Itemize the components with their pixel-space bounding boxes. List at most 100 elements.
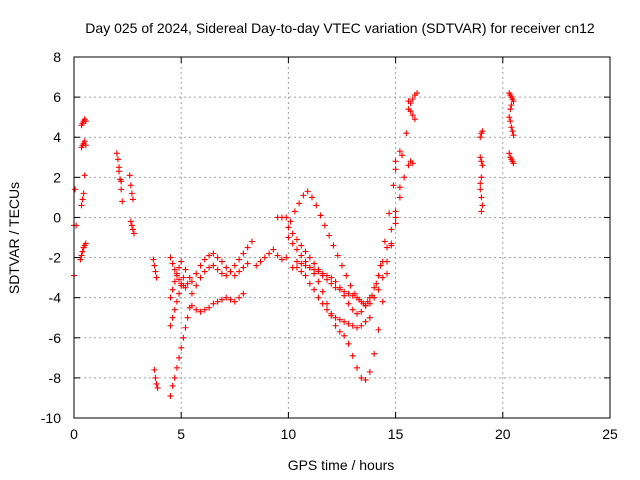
data-point [306, 264, 313, 271]
data-point [214, 254, 221, 261]
data-point [184, 314, 191, 321]
data-point [306, 280, 313, 287]
data-point [80, 190, 87, 197]
data-point [332, 314, 339, 321]
data-point [311, 260, 318, 267]
data-point [184, 280, 191, 287]
data-point [366, 294, 373, 301]
data-point [358, 298, 365, 305]
data-point [119, 198, 126, 205]
data-point [201, 268, 208, 275]
data-point [151, 262, 158, 269]
data-point [223, 272, 230, 279]
data-points [71, 90, 517, 399]
data-point [188, 278, 195, 285]
data-point [169, 286, 176, 293]
data-point [210, 250, 217, 257]
data-point [188, 302, 195, 309]
data-point [173, 364, 180, 371]
data-point [317, 212, 324, 219]
data-point [411, 116, 418, 123]
data-point [477, 180, 484, 187]
data-point [82, 142, 89, 149]
data-point [358, 308, 365, 315]
data-point [197, 308, 204, 315]
data-point [336, 328, 343, 335]
data-point [153, 380, 160, 387]
data-point [223, 294, 230, 301]
data-point [304, 188, 311, 195]
data-point [371, 350, 378, 357]
data-point [479, 202, 486, 209]
data-point [72, 186, 79, 193]
data-point [261, 254, 268, 261]
data-point [128, 222, 135, 229]
data-point [214, 298, 221, 305]
data-point [173, 270, 180, 277]
data-point [81, 172, 88, 179]
data-point [401, 174, 408, 181]
data-point [313, 202, 320, 209]
data-point [223, 264, 230, 271]
data-point [332, 322, 339, 329]
data-point [366, 314, 373, 321]
data-point [302, 272, 309, 279]
data-point [78, 252, 85, 259]
data-point [384, 270, 391, 277]
data-point [298, 252, 305, 259]
data-point [206, 252, 213, 259]
data-point [508, 102, 515, 109]
data-point [507, 118, 514, 125]
data-point [274, 252, 281, 259]
data-point [308, 194, 315, 201]
data-point [285, 224, 292, 231]
data-point [171, 266, 178, 273]
y-tick-label: -10 [41, 410, 61, 426]
data-point [171, 374, 178, 381]
data-point [193, 306, 200, 313]
data-point [169, 314, 176, 321]
data-point [236, 256, 243, 263]
data-point [151, 366, 158, 373]
data-point [354, 310, 361, 317]
y-tick-label: 6 [53, 89, 61, 105]
data-point [244, 244, 251, 251]
data-point [388, 242, 395, 249]
data-point [182, 324, 189, 331]
y-tick-label: 2 [53, 169, 61, 185]
data-point [334, 252, 341, 259]
data-point [78, 202, 85, 209]
data-point [167, 254, 174, 261]
data-point [180, 334, 187, 341]
data-point [293, 246, 300, 253]
data-point [315, 278, 322, 285]
y-tick-label: -6 [49, 330, 62, 346]
data-point [253, 262, 260, 269]
data-point [414, 90, 421, 97]
y-tick-label: -8 [49, 370, 62, 386]
data-point [173, 298, 180, 305]
data-point [509, 128, 516, 135]
data-point [326, 232, 333, 239]
data-point [375, 272, 382, 279]
data-point [114, 156, 121, 163]
data-point [330, 242, 337, 249]
data-point [118, 186, 125, 193]
data-point [358, 322, 365, 329]
data-point [214, 266, 221, 273]
data-point [510, 160, 517, 167]
data-point [409, 96, 416, 103]
data-point [386, 210, 393, 217]
data-point [291, 208, 298, 215]
data-point [248, 238, 255, 245]
data-point [311, 270, 318, 277]
data-point [82, 118, 89, 125]
data-point [311, 286, 318, 293]
data-point [176, 290, 183, 297]
y-tick-label: 0 [53, 209, 61, 225]
data-point [171, 306, 178, 313]
data-point [388, 226, 395, 233]
data-point [319, 300, 326, 307]
data-point [507, 106, 514, 113]
